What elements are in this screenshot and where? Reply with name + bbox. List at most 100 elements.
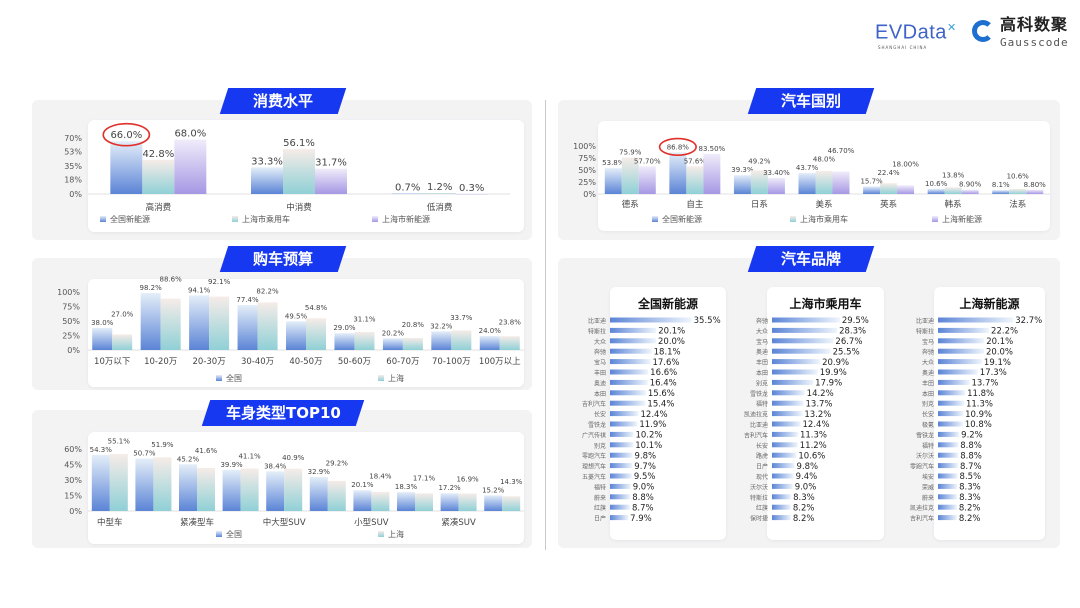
legend-label: 全国新能源 [662,214,702,224]
y-tick-label: 70% [64,134,82,143]
brand-value-label: 8.7% [960,462,982,472]
bar-value-label: 31.1% [353,316,376,324]
brand-bar [610,327,657,333]
brand-name-label: 雪铁龙 [588,421,606,429]
bar-country [750,170,768,194]
bar-consumption [455,193,488,195]
brand-bar [610,338,656,344]
brand-value-label: 20.1% [658,327,685,337]
bar-value-label: 40.9% [282,454,305,462]
brand-name-label: 理想汽车 [582,463,606,471]
bar-value-label: 10.6% [1007,173,1030,181]
brand-bar [772,452,797,458]
legend-label: 全国 [226,373,242,383]
bar-value-label: 75.9% [619,149,642,157]
brand-bar [938,379,970,385]
bar-budget [354,331,375,350]
brand-bar [772,515,791,521]
bar-value-label: 86.8% [667,143,690,151]
legend-swatch [216,375,222,381]
y-tick-label: 0% [583,190,596,199]
brand-bar [772,494,792,500]
bar-value-label: 66.0% [110,130,142,141]
x-category-label: 10万以下 [94,357,131,367]
brand-name-label: 比亚迪 [750,421,768,429]
y-tick-label: 53% [64,148,82,157]
bar-body_type [353,490,372,511]
brand-bar [772,327,838,333]
bar-consumption [423,193,456,194]
y-tick-label: 50% [578,166,596,175]
brand-value-label: 18.1% [654,347,681,357]
brand-name-label: 红旗 [756,504,768,512]
brand-value-label: 9.4% [796,472,818,482]
legend-label: 上海 [388,529,404,539]
bar-value-label: 17.1% [413,475,436,483]
brand-name-label: 广汽传祺 [582,431,606,439]
brand-value-label: 15.4% [647,399,674,409]
y-tick-label: 35% [64,162,82,171]
bar-country [703,153,721,194]
bar-country [863,186,881,194]
legend-label: 上海市乘用车 [242,214,290,224]
highlight-circle [658,137,697,156]
brand-name-label: 吉利汽车 [582,400,606,408]
brand-name-label: 保时捷 [750,515,768,523]
bar-body_type [179,464,197,511]
brand-value-label: 9.7% [634,462,656,472]
bar-budget [479,336,500,350]
bar-value-label: 48.0% [813,156,836,164]
brand-name-label: 奥迪 [922,369,934,377]
bar-consumption [142,159,175,194]
brand-name-label: 特斯拉 [916,327,934,335]
brand-name-label: 本田 [594,390,606,398]
x-category-label: 40-50万 [289,357,322,367]
bar-country [638,166,656,194]
bar-value-label: 32.9% [308,468,331,476]
x-category-label: 紧凑SUV [441,517,476,528]
bar-value-label: 18.3% [395,483,418,491]
brand-bar [610,452,633,458]
brand-value-label: 8.3% [793,493,815,503]
x-category-label: 60-70万 [386,357,419,367]
evdata-logo: EVData✕ [875,16,957,45]
bar-value-label: 56.1% [283,138,315,149]
brand-value-label: 29.5% [842,316,869,326]
bar-budget [499,336,520,350]
bar-body_type [91,454,110,511]
brand-bar [938,483,958,489]
brand-name-label: 特斯拉 [750,494,768,502]
brand-value-label: 22.2% [991,327,1018,337]
brand-name-label: 奔驰 [922,348,934,356]
brand-bar [772,504,791,510]
bar-consumption [283,149,315,194]
brand-value-label: 25.5% [833,347,860,357]
bar-value-label: 33.3% [251,156,283,167]
highlight-circle [102,122,151,147]
bar-consumption [110,141,143,194]
bar-value-label: 22.4% [877,169,900,177]
x-mark-icon: ✕ [946,22,957,34]
brand-bar [610,431,634,437]
bar-country [944,187,962,194]
brand-name-label: 丰田 [594,369,606,377]
brand-value-label: 8.2% [793,503,815,513]
brand-bar [772,400,804,406]
bar-value-label: 8.90% [959,181,982,189]
y-tick-label: 25% [578,178,596,187]
brand-value-label: 10.6% [798,451,825,461]
bar-country [686,166,704,194]
bar-country [927,188,945,194]
bar-value-label: 43.7% [796,164,819,172]
brand-card-title: 上海新能源 [959,297,1020,311]
y-tick-label: 100% [573,142,596,151]
bar-consumption [174,139,207,194]
y-tick-label: 75% [578,154,596,163]
x-category-label: 美系 [815,199,832,210]
bar-body_type [266,471,285,511]
bar-value-label: 15.7% [860,177,883,185]
brand-name-label: 别克 [756,379,768,387]
brand-value-label: 20.1% [986,337,1013,347]
brand-name-label: 凯迪拉克 [744,411,768,419]
brand-name-label: 比亚迪 [588,317,606,325]
